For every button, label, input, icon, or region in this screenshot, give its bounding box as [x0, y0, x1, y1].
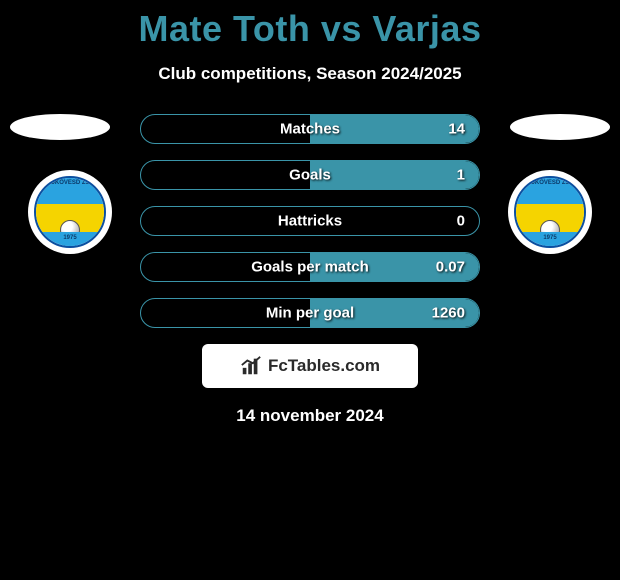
stat-label: Goals per match: [251, 259, 369, 276]
stat-value-right: 14: [448, 121, 465, 138]
stat-row: Min per goal 1260: [140, 298, 480, 328]
stat-row: Goals per match 0.07: [140, 252, 480, 282]
stat-label: Hattricks: [278, 213, 342, 230]
stat-fill-right: [310, 161, 479, 189]
comparison-panel: MEZŐKÖVESD ZSÓRY 1975 MEZŐKÖVESD ZSÓRY 1…: [0, 114, 620, 426]
stat-value-right: 0.07: [436, 259, 465, 276]
stat-value-right: 1260: [432, 305, 465, 322]
player-left-ellipse: [10, 114, 110, 140]
stat-label: Min per goal: [266, 305, 354, 322]
bar-chart-icon: [240, 355, 262, 377]
club-badge-right-inner: MEZŐKÖVESD ZSÓRY 1975: [514, 176, 586, 248]
club-badge-right-top: MEZŐKÖVESD ZSÓRY: [516, 178, 584, 204]
stat-row: Matches 14: [140, 114, 480, 144]
page-title: Mate Toth vs Varjas: [0, 0, 620, 50]
branding-box: FcTables.com: [202, 344, 418, 388]
stat-row: Goals 1: [140, 160, 480, 190]
club-badge-right-bottom: 1975: [516, 232, 584, 246]
stat-label: Matches: [280, 121, 340, 138]
club-badge-left: MEZŐKÖVESD ZSÓRY 1975: [28, 170, 112, 254]
stat-value-right: 0: [457, 213, 465, 230]
stat-rows: Matches 14 Goals 1 Hattricks 0 Goals per match…: [140, 114, 480, 328]
stat-value-right: 1: [457, 167, 465, 184]
stat-row: Hattricks 0: [140, 206, 480, 236]
club-badge-right: MEZŐKÖVESD ZSÓRY 1975: [508, 170, 592, 254]
branding-text: FcTables.com: [268, 356, 380, 376]
club-badge-left-bottom: 1975: [36, 232, 104, 246]
stat-label: Goals: [289, 167, 331, 184]
club-badge-left-top: MEZŐKÖVESD ZSÓRY: [36, 178, 104, 204]
page-subtitle: Club competitions, Season 2024/2025: [0, 64, 620, 84]
club-badge-left-inner: MEZŐKÖVESD ZSÓRY 1975: [34, 176, 106, 248]
footer-date: 14 november 2024: [0, 406, 620, 426]
player-right-ellipse: [510, 114, 610, 140]
